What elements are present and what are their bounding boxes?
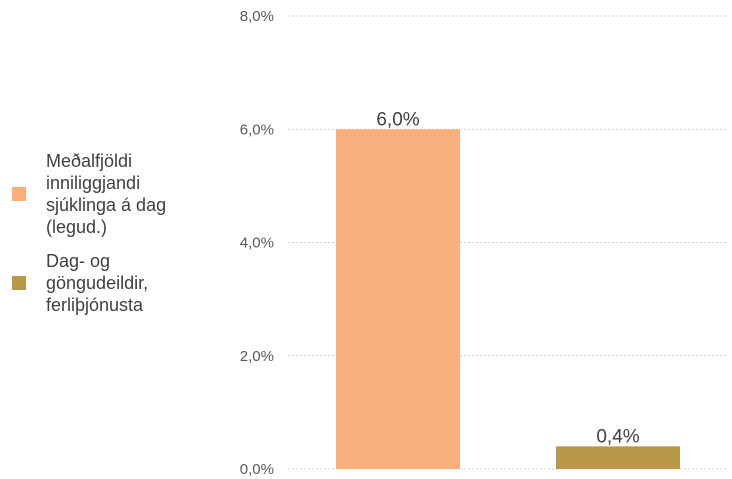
- legend-label-inpatients: Meðalfjöldi inniliggjandi sjúklinga á da…: [46, 151, 167, 237]
- y-axis-ticks: 0,0% 2,0% 4,0% 6,0% 8,0%: [240, 8, 274, 478]
- bar-0: [336, 129, 460, 469]
- legend-swatch-inpatients: [12, 187, 26, 201]
- y-tick-label-0: 0,0%: [240, 461, 274, 478]
- data-label-0: 6,0%: [376, 109, 419, 130]
- y-tick-label-2: 4,0%: [240, 235, 274, 252]
- y-tick-label-1: 2,0%: [240, 348, 274, 365]
- legend-item-inpatients: Meðalfjöldi inniliggjandi sjúklinga á da…: [12, 150, 212, 238]
- data-label-1: 0,4%: [596, 426, 639, 447]
- bar-1: [556, 446, 680, 469]
- y-tick-label-3: 6,0%: [240, 121, 274, 138]
- legend-item-outpatients: Dag- og göngudeildir, ferliþjónusta: [12, 250, 212, 316]
- data-labels: 6,0% 0,4%: [376, 109, 639, 447]
- legend-swatch-outpatients: [12, 276, 26, 290]
- y-tick-label-4: 8,0%: [240, 8, 274, 25]
- legend: Meðalfjöldi inniliggjandi sjúklinga á da…: [12, 150, 212, 328]
- bars: [336, 129, 680, 469]
- legend-label-outpatients: Dag- og göngudeildir, ferliþjónusta: [46, 251, 149, 315]
